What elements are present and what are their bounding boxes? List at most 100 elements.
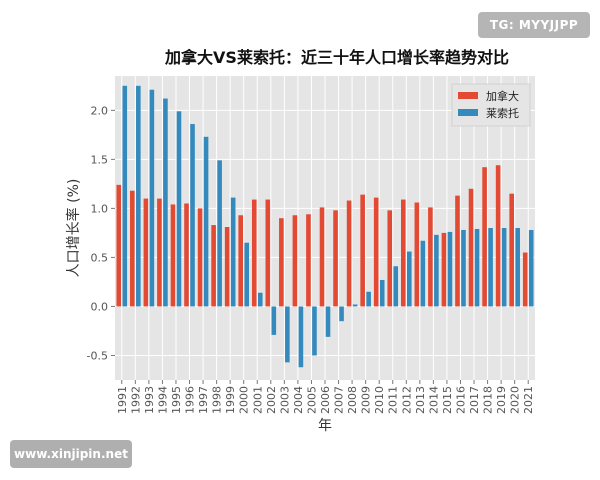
lesotho-bar [420, 240, 426, 307]
canada-bar [319, 207, 325, 307]
chart-title: 加拿大VS莱索托：近三十年人口增长率趋势对比 [164, 48, 509, 67]
canada-bar [414, 202, 420, 307]
lesotho-bar [203, 136, 209, 307]
lesotho-bar [136, 85, 141, 307]
canada-bar [197, 208, 203, 307]
y-tick-label: 2.0 [91, 104, 109, 117]
canada-bar [455, 195, 460, 307]
x-tick-label: 2017 [468, 386, 481, 414]
x-tick-label: 2001 [251, 386, 264, 414]
lesotho-bar [434, 234, 439, 307]
canada-bar [387, 210, 393, 307]
canada-bar [428, 207, 433, 307]
x-tick-label: 2015 [441, 386, 454, 414]
x-axis-label: 年 [318, 418, 332, 434]
top-right-watermark: TG: MYYJJPP [478, 12, 590, 38]
canada-bar [441, 232, 447, 307]
lesotho-bar [352, 304, 358, 307]
y-tick-label: 0.5 [91, 251, 109, 264]
lesotho-bar [366, 291, 371, 307]
canada-bar [130, 190, 135, 307]
lesotho-bar [163, 98, 168, 307]
lesotho-bar [461, 229, 466, 307]
x-tick-label: 2002 [265, 386, 278, 414]
lesotho-bar [474, 228, 480, 307]
x-tick-label: 2009 [360, 386, 373, 414]
lesotho-bar [406, 251, 412, 307]
canada-bar [306, 214, 311, 307]
x-tick-label: 2020 [509, 386, 522, 414]
bottom-left-watermark: www.xinjipin.net [10, 440, 132, 468]
x-tick-label: 2018 [482, 386, 495, 414]
x-tick-label: 1994 [156, 386, 169, 414]
lesotho-bar [230, 197, 236, 307]
canada-bar [333, 210, 338, 307]
y-axis-label: 人口增长率 (%) [65, 179, 82, 278]
canada-bar [116, 184, 122, 307]
x-tick-label: 2007 [333, 386, 346, 414]
bars [116, 85, 534, 368]
y-tick-label: -0.5 [87, 349, 108, 362]
lesotho-bar [122, 85, 128, 307]
canada-bar [211, 225, 216, 307]
x-tick-label: 2008 [346, 386, 359, 414]
canada-bar [509, 193, 514, 307]
canada-bar [170, 204, 176, 307]
lesotho-bar [298, 306, 304, 368]
lesotho-bar [379, 279, 385, 307]
lesotho-bar [271, 306, 277, 335]
legend-box [451, 83, 531, 127]
x-tick-label: 2014 [427, 386, 440, 414]
x-tick-label: 2010 [373, 386, 386, 414]
lesotho-bar [149, 89, 155, 307]
legend-label: 莱索托 [486, 106, 519, 120]
canada-bar [184, 203, 189, 307]
x-tick-label: 1995 [170, 386, 183, 414]
canada-bar [522, 252, 528, 307]
x-tick-label: 2011 [387, 386, 400, 414]
x-tick-label: 1991 [116, 386, 129, 414]
x-tick-label: 2019 [495, 386, 508, 414]
x-tick-label: 1999 [224, 386, 237, 414]
lesotho-bar [528, 229, 534, 307]
canada-bar [224, 227, 230, 307]
lesotho-bar [176, 111, 182, 307]
canada-bar [238, 215, 244, 307]
legend-swatch [458, 92, 478, 99]
x-tick-label: 2006 [319, 386, 332, 414]
x-tick-label: 1996 [184, 386, 197, 414]
x-tick-label: 1998 [211, 386, 224, 414]
canada-bar [482, 167, 487, 307]
y-tick-label: 1.5 [91, 153, 109, 166]
lesotho-bar [312, 306, 317, 356]
x-tick-label: 1992 [129, 386, 142, 414]
lesotho-bar [257, 292, 263, 307]
lesotho-bar [501, 228, 507, 307]
canada-bar [346, 200, 352, 307]
x-tick-label: 1997 [197, 386, 210, 414]
x-axis-ticks: 1991 1992 1993 1994 1995 1996 1997 1998 1999 2000… [116, 380, 535, 414]
x-tick-label: 2004 [292, 386, 305, 414]
lesotho-bar [515, 228, 520, 307]
lesotho-bar [447, 231, 453, 307]
x-tick-label: 2013 [414, 386, 427, 414]
canada-bar [400, 199, 406, 307]
x-tick-label: 1993 [143, 386, 156, 414]
lesotho-bar [325, 306, 331, 337]
lesotho-bar [190, 124, 195, 307]
canada-bar [495, 165, 501, 307]
x-tick-label: 2003 [278, 386, 291, 414]
lesotho-bar [285, 306, 290, 363]
x-tick-label: 2021 [522, 386, 535, 414]
canada-bar [251, 199, 257, 307]
lesotho-bar [244, 242, 250, 307]
canada-bar [373, 197, 379, 307]
canada-bar [265, 199, 271, 307]
lesotho-bar [488, 228, 493, 307]
x-tick-label: 2000 [238, 386, 251, 414]
legend-swatch [458, 109, 478, 116]
canada-bar [468, 188, 474, 307]
y-tick-label: 0.0 [91, 300, 109, 313]
